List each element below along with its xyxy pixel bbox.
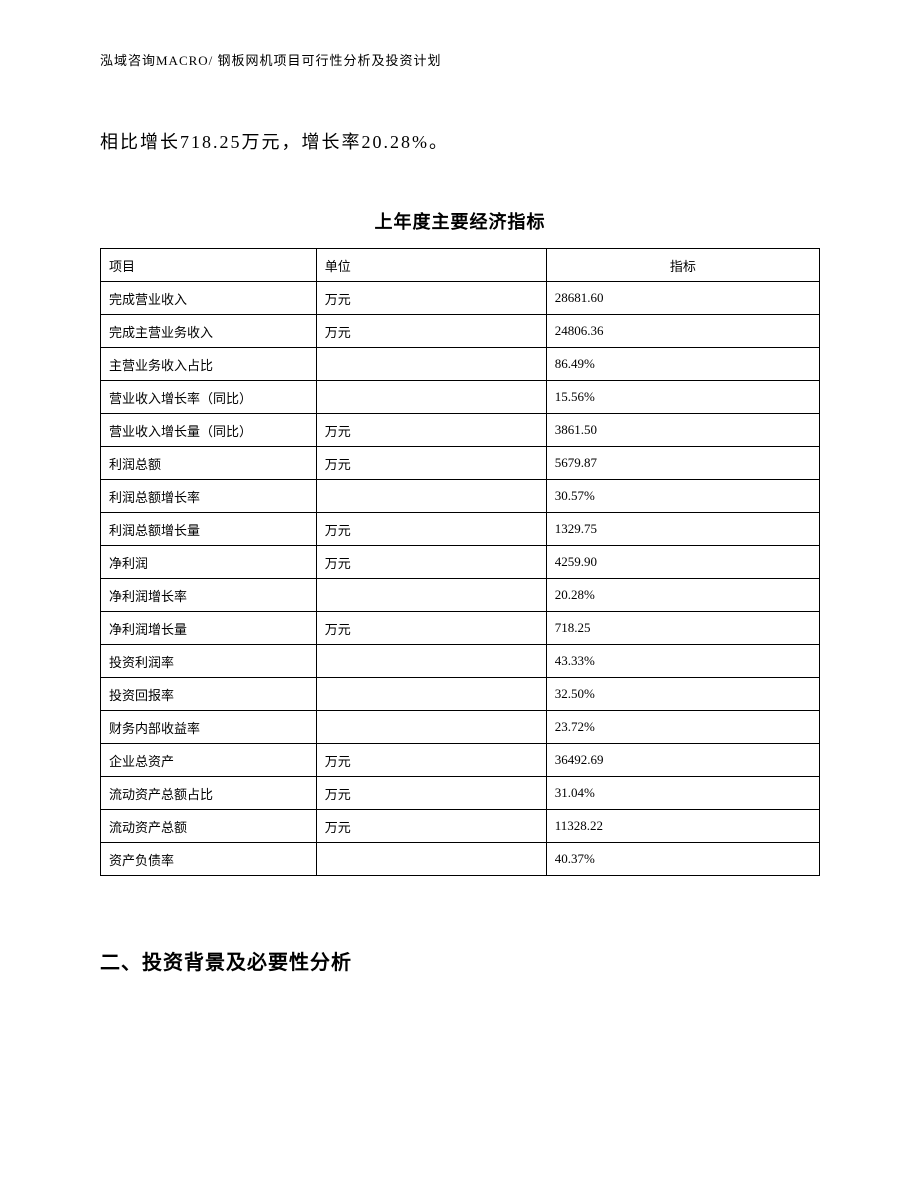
table-cell-unit: 万元 [316, 315, 546, 348]
table-cell-unit: 万元 [316, 414, 546, 447]
table-row: 完成主营业务收入万元24806.36 [101, 315, 820, 348]
table-cell-item: 财务内部收益率 [101, 711, 317, 744]
table-cell-unit [316, 381, 546, 414]
table-cell-value: 3861.50 [546, 414, 819, 447]
table-cell-item: 营业收入增长率（同比） [101, 381, 317, 414]
table-row: 净利润增长率 20.28% [101, 579, 820, 612]
table-cell-value: 30.57% [546, 480, 819, 513]
table-cell-item: 投资回报率 [101, 678, 317, 711]
table-cell-item: 营业收入增长量（同比） [101, 414, 317, 447]
table-cell-value: 43.33% [546, 645, 819, 678]
table-row: 主营业务收入占比 86.49% [101, 348, 820, 381]
table-cell-value: 86.49% [546, 348, 819, 381]
table-cell-item: 净利润增长量 [101, 612, 317, 645]
table-cell-item: 企业总资产 [101, 744, 317, 777]
table-cell-unit [316, 843, 546, 876]
table-cell-unit [316, 579, 546, 612]
table-cell-item: 主营业务收入占比 [101, 348, 317, 381]
table-row: 净利润万元4259.90 [101, 546, 820, 579]
table-row: 投资利润率 43.33% [101, 645, 820, 678]
table-row: 流动资产总额占比万元31.04% [101, 777, 820, 810]
table-cell-value: 718.25 [546, 612, 819, 645]
page-header: 泓域咨询MACRO/ 钢板网机项目可行性分析及投资计划 [100, 50, 820, 69]
table-cell-item: 利润总额增长率 [101, 480, 317, 513]
table-cell-item: 利润总额 [101, 447, 317, 480]
table-cell-value: 31.04% [546, 777, 819, 810]
body-paragraph: 相比增长718.25万元，增长率20.28%。 [100, 124, 820, 160]
table-cell-unit: 万元 [316, 612, 546, 645]
table-cell-item: 完成主营业务收入 [101, 315, 317, 348]
table-row: 利润总额增长率 30.57% [101, 480, 820, 513]
table-header-value: 指标 [546, 249, 819, 282]
table-cell-value: 23.72% [546, 711, 819, 744]
table-cell-unit: 万元 [316, 513, 546, 546]
table-row: 企业总资产万元36492.69 [101, 744, 820, 777]
table-row: 营业收入增长率（同比） 15.56% [101, 381, 820, 414]
table-cell-unit: 万元 [316, 447, 546, 480]
table-header-unit: 单位 [316, 249, 546, 282]
section-heading: 二、投资背景及必要性分析 [100, 946, 820, 975]
table-cell-value: 24806.36 [546, 315, 819, 348]
table-cell-value: 32.50% [546, 678, 819, 711]
table-cell-unit [316, 678, 546, 711]
table-cell-item: 投资利润率 [101, 645, 317, 678]
table-cell-value: 36492.69 [546, 744, 819, 777]
table-cell-unit [316, 348, 546, 381]
table-cell-unit [316, 711, 546, 744]
economic-indicators-table: 项目 单位 指标 完成营业收入万元28681.60完成主营业务收入万元24806… [100, 248, 820, 876]
table-cell-value: 11328.22 [546, 810, 819, 843]
table-cell-value: 15.56% [546, 381, 819, 414]
table-cell-item: 完成营业收入 [101, 282, 317, 315]
table-cell-unit: 万元 [316, 777, 546, 810]
table-cell-value: 5679.87 [546, 447, 819, 480]
table-row: 流动资产总额万元11328.22 [101, 810, 820, 843]
table-cell-value: 4259.90 [546, 546, 819, 579]
table-row: 营业收入增长量（同比）万元3861.50 [101, 414, 820, 447]
table-row: 财务内部收益率 23.72% [101, 711, 820, 744]
table-row: 净利润增长量万元718.25 [101, 612, 820, 645]
table-cell-item: 净利润增长率 [101, 579, 317, 612]
table-header-item: 项目 [101, 249, 317, 282]
table-cell-unit [316, 480, 546, 513]
table-cell-item: 利润总额增长量 [101, 513, 317, 546]
table-title: 上年度主要经济指标 [100, 208, 820, 234]
table-cell-value: 20.28% [546, 579, 819, 612]
table-cell-value: 28681.60 [546, 282, 819, 315]
table-row: 投资回报率 32.50% [101, 678, 820, 711]
table-cell-value: 1329.75 [546, 513, 819, 546]
table-row: 完成营业收入万元28681.60 [101, 282, 820, 315]
table-cell-item: 流动资产总额占比 [101, 777, 317, 810]
table-row: 利润总额万元5679.87 [101, 447, 820, 480]
table-header-row: 项目 单位 指标 [101, 249, 820, 282]
table-cell-item: 资产负债率 [101, 843, 317, 876]
table-cell-item: 流动资产总额 [101, 810, 317, 843]
table-cell-unit: 万元 [316, 282, 546, 315]
table-cell-unit: 万元 [316, 810, 546, 843]
table-cell-unit [316, 645, 546, 678]
table-cell-value: 40.37% [546, 843, 819, 876]
table-row: 资产负债率 40.37% [101, 843, 820, 876]
table-cell-item: 净利润 [101, 546, 317, 579]
table-row: 利润总额增长量万元1329.75 [101, 513, 820, 546]
table-cell-unit: 万元 [316, 546, 546, 579]
table-cell-unit: 万元 [316, 744, 546, 777]
